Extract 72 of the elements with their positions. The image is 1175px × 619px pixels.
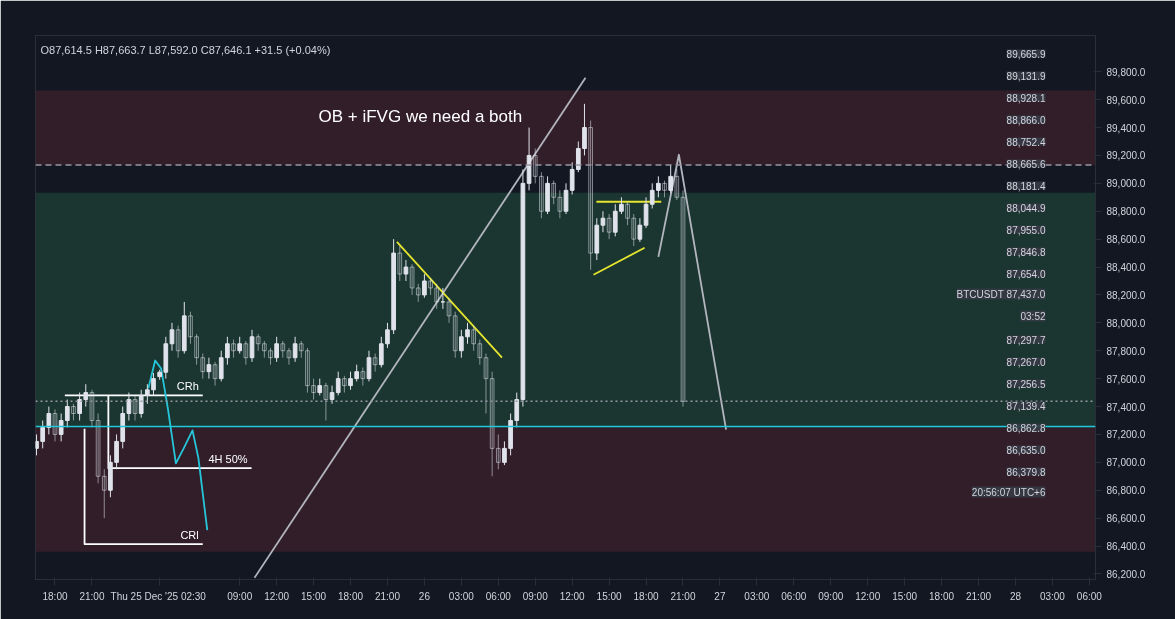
annotation: 87,139.4 — [1006, 400, 1046, 412]
x-tick-label: 15:00 — [596, 590, 623, 602]
x-tick-label: 26 — [418, 590, 431, 602]
annotation: 86,635.0 — [1006, 444, 1046, 456]
annotation: 88,752.4 — [1006, 136, 1046, 148]
y-tick-label: 88,800.0 — [1106, 206, 1146, 218]
x-tick-label: 21:00 — [79, 590, 105, 602]
annotation: 89,665.9 — [1006, 48, 1046, 60]
x-tick-label: 12:00 — [559, 590, 586, 602]
x-tick-label: 21:00 — [670, 590, 696, 602]
x-tick-label: 12:00 — [855, 590, 881, 602]
y-tick-label: 86,200.0 — [1106, 568, 1146, 580]
x-tick-label: 06:00 — [485, 590, 512, 602]
y-tick-label: 86,600.0 — [1106, 513, 1146, 525]
annotation: 87,955.0 — [1006, 224, 1046, 236]
annotation: 86,379.8 — [1006, 466, 1046, 478]
x-tick-label: 12:00 — [264, 590, 290, 602]
annotation: 88,044.9 — [1006, 202, 1046, 214]
x-tick-label: 06:00 — [781, 590, 807, 602]
x-tick-label: 03:00 — [1039, 590, 1066, 602]
annotation: 88,928.1 — [1006, 92, 1046, 104]
annotation: 03:52 — [1020, 310, 1046, 322]
y-tick-label: 89,800.0 — [1106, 66, 1146, 78]
x-tick-label: 18:00 — [338, 590, 364, 602]
x-tick-label: 18:00 — [42, 590, 68, 602]
annotation: 88,665.6 — [1006, 158, 1046, 170]
annotation: 87,846.8 — [1006, 246, 1046, 258]
y-tick-label: 87,600.0 — [1106, 373, 1146, 385]
y-tick-label: 88,600.0 — [1106, 234, 1146, 246]
x-tick-label: 03:00 — [744, 590, 770, 602]
annotation: 86,862.8 — [1006, 422, 1046, 434]
x-tick-label: 15:00 — [892, 590, 918, 602]
x-tick-label: 28 — [1009, 590, 1022, 602]
y-tick-label: 87,400.0 — [1106, 401, 1146, 413]
y-tick-label: 87,800.0 — [1106, 345, 1146, 357]
annotation: 87,256.5 — [1006, 378, 1046, 390]
y-tick-label: 88,200.0 — [1106, 289, 1146, 301]
x-tick-label: 15:00 — [301, 590, 327, 602]
text: O87,614.5 H87,663.7 L87,592.0 C87,646.1 +31.5 (+0.04%) — [40, 43, 331, 56]
annotation: 87,654.0 — [1006, 268, 1046, 280]
y-tick-label: 86,800.0 — [1106, 485, 1146, 497]
annotation: 87,297.7 — [1006, 334, 1046, 346]
x-tick-label: 21:00 — [966, 590, 992, 602]
annotation: 88,866.0 — [1006, 114, 1046, 126]
x-tick-label: 18:00 — [633, 590, 659, 602]
text: OB + iFVG we need a both — [318, 106, 523, 126]
y-tick-label: 89,600.0 — [1106, 94, 1146, 106]
annotation: 20:56:07 UTC+6 — [971, 486, 1046, 498]
y-tick-label: 88,400.0 — [1106, 262, 1146, 274]
series-label: CRl — [180, 529, 199, 542]
annotation: BTCUSDT 87,437.0 — [956, 288, 1046, 300]
x-tick-label: 09:00 — [522, 590, 549, 602]
x-tick-label: 27 — [714, 590, 726, 602]
y-tick-label: 89,400.0 — [1106, 122, 1146, 134]
x-tick-label: 18:00 — [929, 590, 955, 602]
annotation: 89,131.9 — [1006, 70, 1046, 82]
x-tick-label: 21:00 — [374, 590, 401, 602]
series-label: CRh — [176, 380, 199, 393]
y-tick-label: 86,400.0 — [1106, 541, 1146, 553]
x-tick-label: 06:00 — [1076, 590, 1103, 602]
x-tick-label: 03:00 — [448, 590, 475, 602]
y-tick-label: 87,200.0 — [1106, 429, 1146, 441]
y-tick-label: 88,000.0 — [1106, 317, 1146, 329]
annotation: 87,267.0 — [1006, 356, 1046, 368]
annotation: 88,181.4 — [1006, 180, 1046, 192]
y-tick-label: 89,000.0 — [1106, 178, 1146, 190]
x-tick-label: 09:00 — [818, 590, 844, 602]
y-tick-label: 89,200.0 — [1106, 150, 1146, 162]
series-label: 4H 50% — [208, 453, 248, 466]
y-tick-label: 87,000.0 — [1106, 457, 1146, 469]
x-tick-label: Thu 25 Dec '25 02:30 — [110, 590, 207, 602]
x-tick-label: 09:00 — [227, 590, 253, 602]
